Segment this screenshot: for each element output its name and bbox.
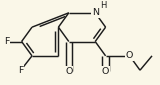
Text: N: N xyxy=(92,8,99,17)
Text: O: O xyxy=(102,67,109,76)
Text: F: F xyxy=(4,37,9,46)
Text: F: F xyxy=(18,66,24,75)
Text: O: O xyxy=(65,67,72,76)
Text: O: O xyxy=(126,51,133,60)
Text: H: H xyxy=(100,1,107,10)
